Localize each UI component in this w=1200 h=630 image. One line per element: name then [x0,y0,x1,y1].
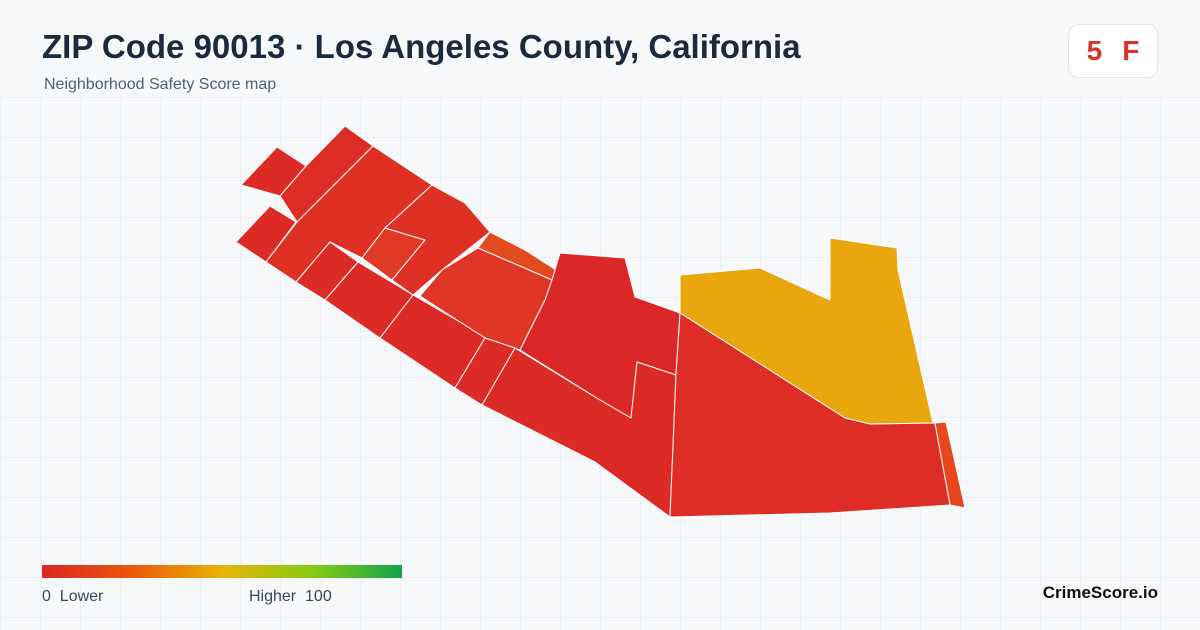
grade: F [1122,35,1140,66]
legend-max-label: Higher [249,588,297,605]
tract [481,347,677,518]
tract [379,294,486,389]
subtitle: Neighborhood Safety Score map [44,76,277,93]
legend-high: Higher 100 [249,588,332,606]
tracts [235,125,966,518]
legend-min-label: Lower [59,588,104,605]
score-badge: 5 F [1068,24,1158,78]
legend-max: 100 [305,588,332,605]
brand: CrimeScore.io [1042,583,1158,602]
score: 5 [1086,35,1103,66]
legend-min: 0 [42,588,51,605]
legend-low: 0 Lower [42,588,103,606]
legend-scale [42,565,402,578]
tract [279,125,374,223]
title: ZIP Code 90013 · Los Angeles County, Cal… [42,28,801,65]
tract [934,421,966,509]
tract [235,205,297,263]
